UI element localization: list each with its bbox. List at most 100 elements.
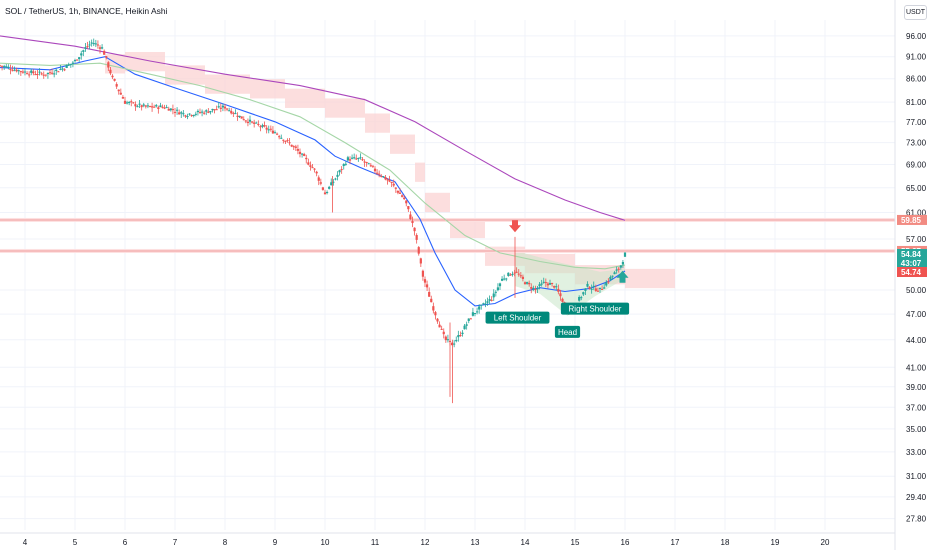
candle-body <box>621 261 625 265</box>
price-tick-label: 69.00 <box>906 161 927 170</box>
price-tick-label: 33.00 <box>906 448 927 457</box>
cloud-segment <box>125 51 165 72</box>
candle-body <box>300 153 304 155</box>
candle-body <box>467 318 470 321</box>
cloud-segment <box>450 218 485 239</box>
candle-body <box>30 70 33 73</box>
candle-body <box>207 111 210 113</box>
candle-body <box>371 165 375 167</box>
candle-body <box>388 180 391 182</box>
time-tick-label: 12 <box>421 538 430 547</box>
price-tag-bg <box>897 214 927 225</box>
resistance-lines[interactable] <box>0 217 895 253</box>
time-tick-label: 4 <box>23 538 28 547</box>
candle-body <box>123 100 127 104</box>
candle-body <box>461 332 464 335</box>
candle-body <box>423 279 427 283</box>
candle-body <box>332 181 335 183</box>
price-tag-text: 54.84 <box>901 250 922 259</box>
candle-body <box>173 111 177 113</box>
candle-body <box>134 104 137 107</box>
ma-line-ema_mid <box>0 62 626 270</box>
candle-body <box>50 72 54 74</box>
candle-body <box>465 324 468 326</box>
head-and-shoulders-pattern <box>515 250 625 316</box>
candle-body <box>617 268 620 270</box>
candle-body <box>521 276 525 279</box>
pattern-label: Left Shoulder <box>485 311 550 324</box>
candle-body <box>444 336 447 341</box>
candle-body <box>205 110 208 112</box>
candle-body <box>538 284 541 287</box>
candle-body <box>211 108 214 111</box>
candle-body <box>98 47 102 49</box>
candle-body <box>125 102 129 104</box>
candle-body <box>321 187 325 190</box>
candle-body <box>419 258 422 264</box>
candle-body <box>386 179 389 181</box>
candle-body <box>494 291 497 293</box>
candle-body <box>532 287 535 290</box>
candle-body <box>34 74 37 76</box>
currency-button[interactable]: USDT <box>904 5 927 20</box>
candle-body <box>438 324 441 328</box>
candle-body <box>242 119 245 121</box>
candle-body <box>75 59 79 61</box>
cloud-segment <box>205 74 250 94</box>
candle-body <box>150 106 154 108</box>
candle-body <box>380 175 383 177</box>
candle-body <box>542 281 545 283</box>
candle-body <box>263 125 266 127</box>
candle-body <box>44 74 47 76</box>
candle-body <box>65 65 68 69</box>
candle-body <box>213 109 216 111</box>
candle-body <box>286 140 289 142</box>
candle-body <box>130 101 133 103</box>
candle-body <box>161 106 164 108</box>
candle-body <box>100 47 104 49</box>
candle-body <box>365 161 368 163</box>
candle-body <box>525 282 529 284</box>
candle-body <box>275 133 279 135</box>
pattern-label-bg <box>485 311 550 324</box>
candle-body <box>78 57 81 60</box>
candle-body <box>582 292 585 295</box>
candle-body <box>271 130 275 134</box>
candle-body <box>350 157 354 159</box>
price-axis[interactable]: 96.00 91.00 86.00 81.00 77.00 73.00 69.00 65.00… <box>894 0 927 550</box>
candle-body <box>255 122 258 124</box>
candle-body <box>536 288 539 290</box>
candle-body <box>594 288 597 291</box>
candle-body <box>38 71 41 73</box>
candle-body <box>236 115 239 117</box>
candle-body <box>544 282 547 284</box>
candle-body <box>7 66 10 68</box>
pattern-labels: Left Shoulder Head Right Shoulder <box>485 302 630 338</box>
candle-body <box>407 206 410 210</box>
candle-body <box>357 157 360 159</box>
candle-body <box>292 146 295 148</box>
candle-body <box>115 84 118 87</box>
candle-body <box>146 105 150 107</box>
candle-body <box>484 303 487 305</box>
candle-body <box>498 283 502 287</box>
candle-body <box>398 192 402 194</box>
candle-body <box>163 107 166 109</box>
candle-body <box>440 328 443 330</box>
candle-body <box>425 284 429 288</box>
candle-body <box>178 112 181 115</box>
cloud-segment <box>325 98 365 118</box>
candle-body <box>434 312 437 316</box>
candle-body <box>400 195 404 197</box>
candle-body <box>307 162 310 165</box>
price-tag-last: 54.84 <box>897 248 927 259</box>
candle-body <box>5 66 8 68</box>
candle-body <box>592 285 595 287</box>
candle-body <box>496 287 500 291</box>
candle-body <box>405 200 408 204</box>
candle-body <box>159 105 162 108</box>
time-axis[interactable]: 4 5 6 7 8 9 10 11 12 13 14 15 16 17 18 19 20 <box>0 532 895 547</box>
cloud-segment <box>365 113 390 133</box>
candle-body <box>175 109 179 111</box>
